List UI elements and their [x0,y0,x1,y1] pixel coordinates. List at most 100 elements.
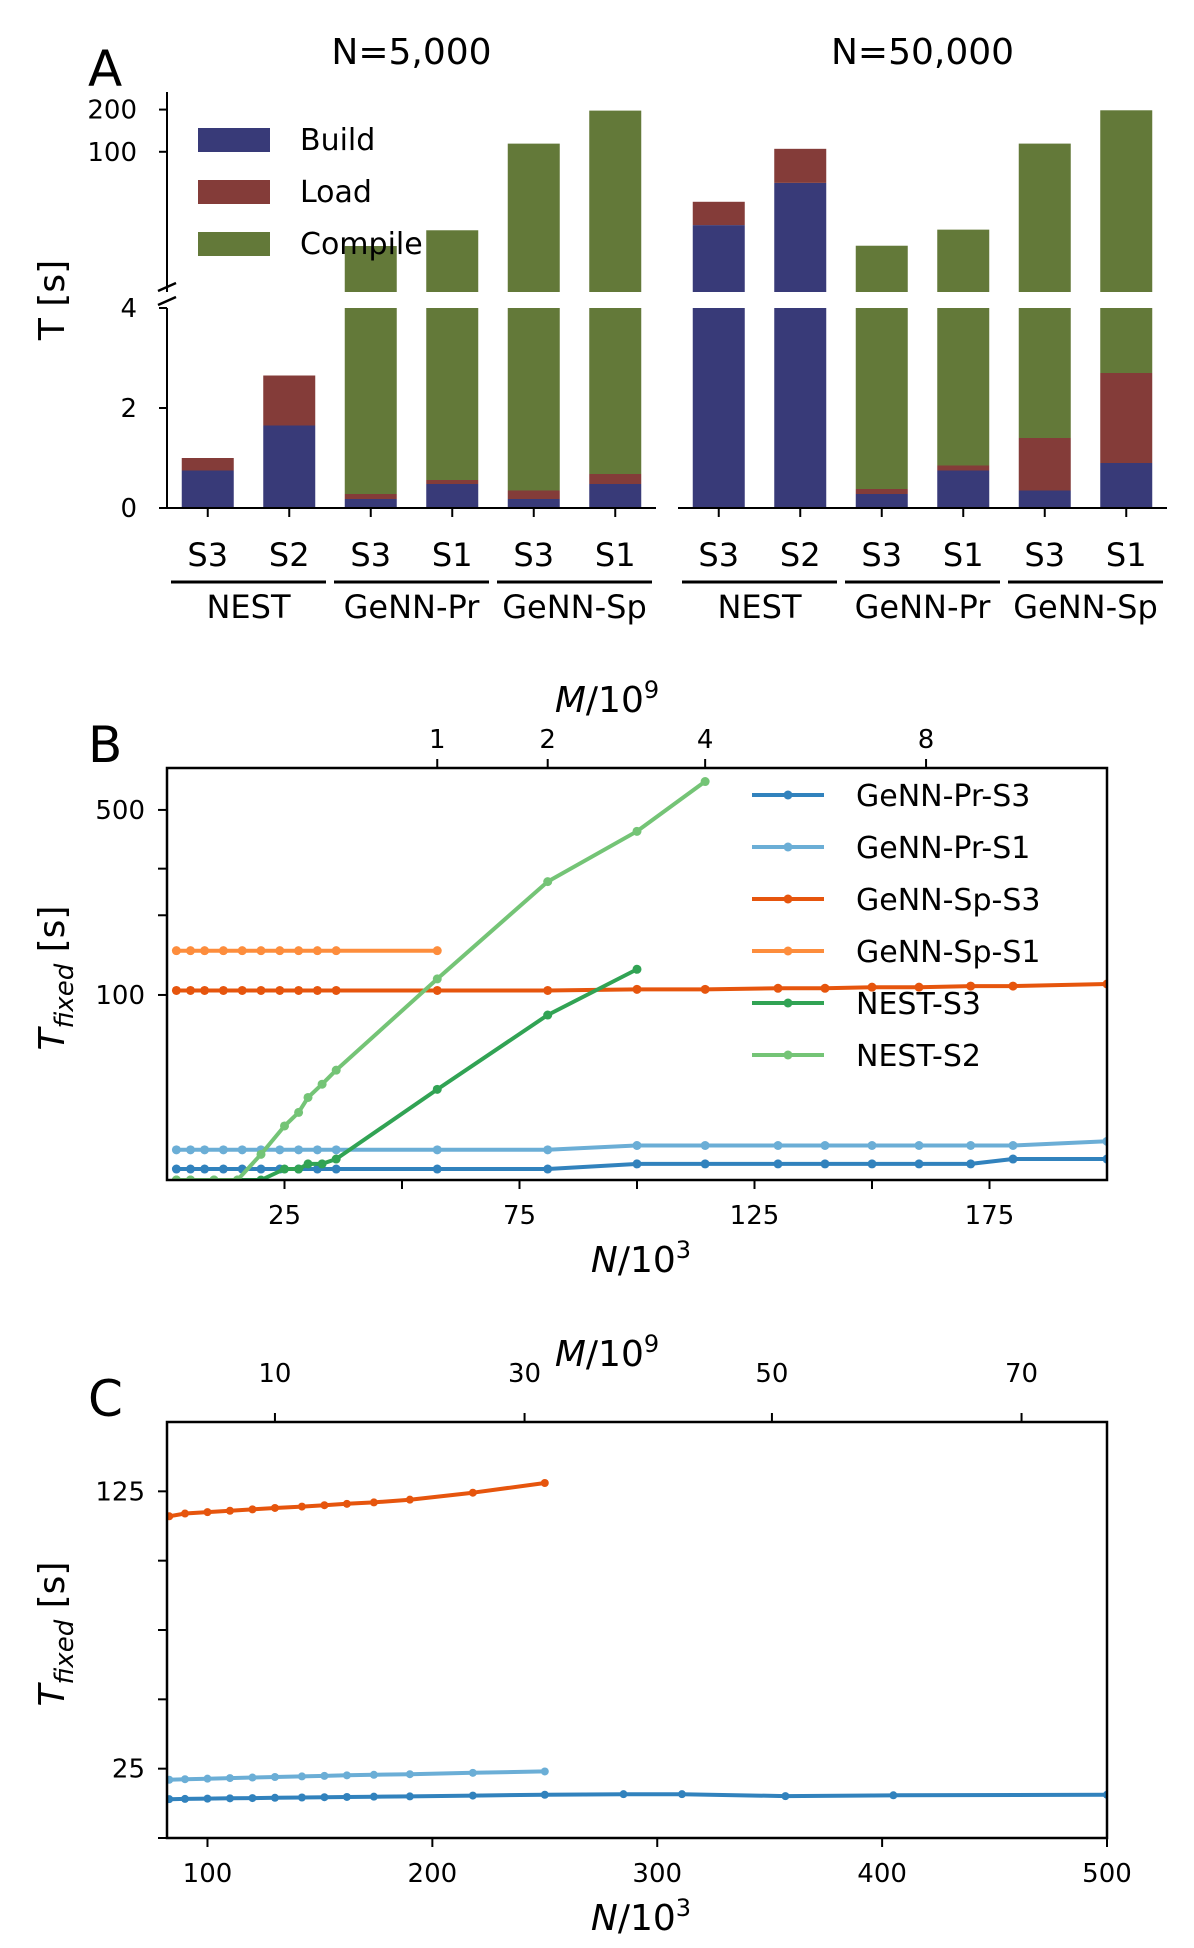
data-point [405,1770,414,1779]
top-x-tick-label: 1 [429,725,446,755]
top-x-tick-label: 4 [697,725,714,755]
x-tick-label: 300 [632,1859,682,1889]
x-axis-label: N/103 [591,1894,691,1939]
bar-segment [1100,110,1153,293]
legend-label: GeNN-Pr-S1 [856,831,1030,866]
data-point [677,1790,686,1799]
data-point [369,1498,378,1507]
data-point [203,1774,212,1783]
data-point [540,1767,549,1776]
data-point [186,1164,195,1174]
data-point [167,1775,174,1784]
data-point [867,1140,877,1150]
legend-swatch [198,128,270,152]
data-point [297,1502,306,1511]
simulator-label: NEST [206,588,290,626]
data-point [256,1164,266,1174]
category-label: S3 [187,536,228,574]
data-point [317,1079,327,1089]
y-tick-label: 100 [87,138,137,168]
legend-swatch [198,232,270,256]
data-point [468,1768,477,1777]
data-point [256,985,266,995]
data-point [248,1794,257,1803]
bar-segment [426,484,479,508]
bar-segment [937,465,990,471]
x-tick-label: 75 [503,1201,536,1231]
data-point [468,1791,477,1800]
data-point [432,946,442,956]
bar-segment [426,480,479,484]
data-point [303,1092,313,1102]
data-point [342,1771,351,1780]
legend-label: Load [300,175,372,210]
data-point [820,983,830,993]
axis-break [157,295,177,307]
y-axis-label: Tfixed [s] [32,906,80,1051]
data-point [237,985,247,995]
data-point [256,946,266,956]
legend-marker [783,946,793,956]
bar-segment [589,308,642,474]
data-point [171,1164,181,1174]
data-point [180,1794,189,1803]
x-axis-label: N/103 [591,1236,691,1281]
bar-segment [1100,308,1153,373]
legend-marker [783,1050,793,1060]
bar-segment [774,308,827,508]
x-tick-label: 200 [408,1859,458,1889]
data-point [256,1149,266,1159]
legend-label: Compile [300,227,423,262]
data-point [331,1164,341,1174]
bar-segment [692,308,745,508]
bar-segment [507,490,560,499]
bar-segment [937,470,990,508]
bar-segment [344,308,397,494]
bar-segment [692,201,745,226]
data-point [225,1774,234,1783]
data-point [914,1140,924,1150]
data-point [432,985,442,995]
top-x-axis-label: M/109 [555,1330,659,1375]
bar-segment [589,484,642,508]
bar-segment [692,225,745,292]
x-tick-label: 175 [965,1201,1015,1231]
y-tick-label: 25 [112,1755,145,1785]
data-point [180,1775,189,1784]
top-x-tick-label: 2 [539,725,556,755]
data-point [619,1790,628,1799]
data-point [342,1499,351,1508]
data-point [914,982,924,992]
x-tick-label: 400 [857,1859,907,1889]
simulator-label: GeNN-Pr [855,588,992,626]
bar-segment [589,110,642,293]
data-point [632,1140,642,1150]
category-label: S3 [1024,536,1065,574]
bar-segment [426,230,479,292]
data-point [331,985,341,995]
simulator-label: NEST [717,588,801,626]
bar-segment [426,308,479,480]
y-tick-label: 200 [87,96,137,126]
top-x-tick-label: 30 [508,1359,541,1389]
category-label: S3 [698,536,739,574]
top-x-tick-label: 10 [258,1359,291,1389]
y-axis-label: Tfixed [s] [32,1562,80,1707]
legend-label: GeNN-Pr-S3 [856,779,1030,814]
series-line-genn-pr-s1 [169,1769,545,1782]
legend-label: GeNN-Sp-S3 [856,883,1040,918]
legend-swatch [198,180,270,204]
data-point [966,1140,976,1150]
category-label: S1 [1106,536,1147,574]
data-point [700,777,710,787]
data-point [773,983,783,993]
y-tick-label: 4 [120,294,137,324]
data-point [180,1509,189,1518]
legend-label: GeNN-Sp-S1 [856,935,1040,970]
data-point [294,985,304,995]
data-point [237,1145,247,1155]
category-label: S1 [595,536,636,574]
data-point [312,1145,322,1155]
data-point [820,1140,830,1150]
y-tick-label: 0 [120,494,137,524]
